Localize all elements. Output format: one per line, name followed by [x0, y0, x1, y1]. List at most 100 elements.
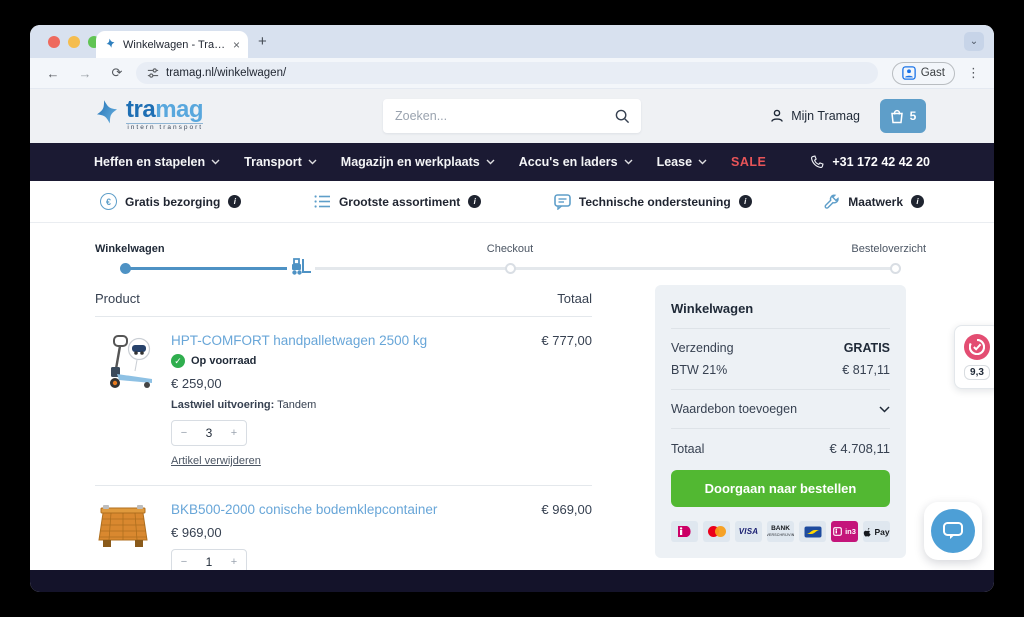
- refresh-icon[interactable]: ⟳: [111, 65, 123, 80]
- cart-summary-card: Winkelwagen Verzending GRATIS BTW 21% € …: [655, 285, 906, 558]
- tab-title: Winkelwagen - Tramag B.V.: [123, 38, 227, 51]
- info-icon[interactable]: i: [911, 195, 924, 208]
- vat-label: BTW 21%: [671, 363, 728, 377]
- chevron-down-icon: [698, 159, 707, 165]
- info-icon[interactable]: i: [228, 195, 242, 208]
- support-chat-icon: [554, 193, 571, 210]
- tramag-favicon-icon: [106, 38, 115, 48]
- nav-item-sale[interactable]: SALE: [731, 155, 767, 169]
- nav-item-magazijn-en-werkplaats[interactable]: Magazijn en werkplaats: [341, 155, 495, 169]
- new-tab-button[interactable]: +: [258, 33, 267, 50]
- product-image-bodemklepcontainer: [98, 505, 148, 547]
- product-title-link[interactable]: BKB500-2000 conische bodemklepcontainer: [171, 502, 438, 517]
- usp-label: Technische ondersteuning: [578, 194, 731, 209]
- coupon-toggle[interactable]: Waardebon toevoegen: [671, 402, 890, 416]
- divider: [671, 328, 890, 329]
- product-image-palletwagen: [110, 335, 152, 388]
- increase-quantity-button[interactable]: +: [230, 556, 238, 568]
- forward-icon[interactable]: →: [78, 65, 92, 81]
- close-tab-icon[interactable]: ×: [232, 37, 240, 52]
- usp-maatwerk: Maatwerk i: [824, 194, 924, 210]
- nav-label: Accu's en laders: [518, 155, 618, 169]
- progress-dot-checkout: [505, 263, 516, 274]
- increase-quantity-button[interactable]: +: [230, 427, 238, 439]
- quantity-value[interactable]: 3: [205, 426, 213, 440]
- stock-status: ✓ Op voorraad: [171, 354, 529, 368]
- tramag-logo[interactable]: tramag intern transport: [94, 96, 204, 132]
- summary-title: Winkelwagen: [671, 301, 754, 316]
- quantity-value[interactable]: 1: [205, 555, 213, 569]
- table-header: Product Totaal: [95, 291, 592, 306]
- wrench-icon: [824, 194, 839, 209]
- step-checkout: Checkout: [486, 243, 534, 255]
- chat-widget-card: [924, 502, 982, 560]
- line-total: € 969,00: [541, 502, 592, 517]
- option-label: Lastwiel uitvoering:: [171, 399, 275, 411]
- account-link[interactable]: Mijn Tramag: [769, 108, 860, 124]
- bank-transfer-icon: BANK OVERSCHRIJVING: [767, 521, 794, 542]
- line-total: € 777,00: [541, 333, 592, 348]
- logo-text: tramag intern transport: [126, 96, 204, 132]
- product-title-link[interactable]: HPT-COMFORT handpalletwagen 2500 kg: [171, 333, 428, 348]
- usp-bar: € Gratis bezorging i Grootste assortimen…: [30, 181, 994, 223]
- cart-row-hpt-comfort: HPT-COMFORT handpalletwagen 2500 kg ✓ Op…: [95, 333, 592, 469]
- chat-button[interactable]: [931, 509, 975, 553]
- back-icon[interactable]: ←: [46, 65, 60, 81]
- close-window-button[interactable]: [48, 36, 60, 48]
- review-rating-widget[interactable]: 9,3: [954, 325, 994, 389]
- profile-button[interactable]: Gast: [891, 61, 955, 85]
- logo-tagline: intern transport: [126, 123, 204, 131]
- usp-grootste-assortiment: Grootste assortiment i: [314, 194, 482, 209]
- chevron-down-icon: [879, 405, 890, 413]
- forklift-progress-icon: [287, 256, 315, 281]
- cart-button[interactable]: 5: [880, 99, 926, 133]
- address-bar[interactable]: tramag.nl/winkelwagen/: [136, 62, 878, 84]
- total-label: Totaal: [671, 441, 705, 456]
- coupon-label: Waardebon toevoegen: [671, 402, 798, 416]
- browser-menu-icon[interactable]: ⋮: [967, 65, 980, 80]
- quantity-stepper: − 3 +: [171, 420, 247, 446]
- step-winkelwagen: Winkelwagen: [95, 243, 165, 255]
- product-details: HPT-COMFORT handpalletwagen 2500 kg ✓ Op…: [171, 333, 529, 469]
- option-value: Tandem: [277, 399, 317, 411]
- remove-item-link[interactable]: Artikel verwijderen: [171, 455, 261, 467]
- phone-icon: [811, 155, 824, 169]
- mastercard-icon: [703, 521, 730, 542]
- decrease-quantity-button[interactable]: −: [180, 427, 188, 439]
- check-circle-icon: ✓: [171, 354, 185, 368]
- chat-bubble-icon: [943, 522, 963, 539]
- search-icon[interactable]: [615, 109, 630, 124]
- minimize-window-button[interactable]: [68, 36, 80, 48]
- logo-text-b: mag: [155, 96, 204, 123]
- euro-coin-icon: €: [100, 193, 117, 210]
- site-settings-icon[interactable]: [147, 67, 159, 79]
- checkout-button[interactable]: Doorgaan naar bestellen: [671, 470, 890, 507]
- search-input[interactable]: [383, 109, 615, 123]
- url-text: tramag.nl/winkelwagen/: [166, 67, 287, 79]
- site-header: tramag intern transport Mijn Tramag: [30, 89, 994, 143]
- total-row: Totaal € 4.708,11: [671, 441, 890, 456]
- nav-item-accus-en-laders[interactable]: Accu's en laders: [519, 155, 633, 169]
- chevron-down-icon: [308, 159, 317, 165]
- page-footer-strip: [30, 570, 994, 592]
- nav-item-lease[interactable]: Lease: [657, 155, 707, 169]
- browser-tab[interactable]: Winkelwagen - Tramag B.V. ×: [96, 31, 248, 58]
- cart-items-table: Product Totaal H: [95, 291, 592, 592]
- usp-technische-ondersteuning: Technische ondersteuning i: [554, 193, 752, 210]
- decrease-quantity-button[interactable]: −: [180, 556, 188, 568]
- info-icon[interactable]: i: [468, 195, 482, 208]
- nav-item-heffen-en-stapelen[interactable]: Heffen en stapelen: [94, 155, 220, 169]
- info-icon[interactable]: i: [738, 195, 752, 208]
- apple-pay-icon: Pay: [863, 521, 890, 542]
- chevron-down-icon: [624, 159, 633, 165]
- shipping-value: GRATIS: [843, 341, 890, 355]
- step-besteloverzicht: Besteloverzicht: [851, 243, 926, 255]
- progress-track-active: [125, 267, 300, 270]
- nav-item-transport[interactable]: Transport: [244, 155, 317, 169]
- checkout-progress: Winkelwagen Checkout Besteloverzicht: [95, 243, 926, 285]
- window-controls: [48, 36, 100, 48]
- usp-label: Grootste assortiment: [338, 194, 461, 209]
- phone-link[interactable]: +31 172 42 42 20: [810, 155, 930, 169]
- tab-search-chevron-icon[interactable]: ⌄: [964, 32, 984, 51]
